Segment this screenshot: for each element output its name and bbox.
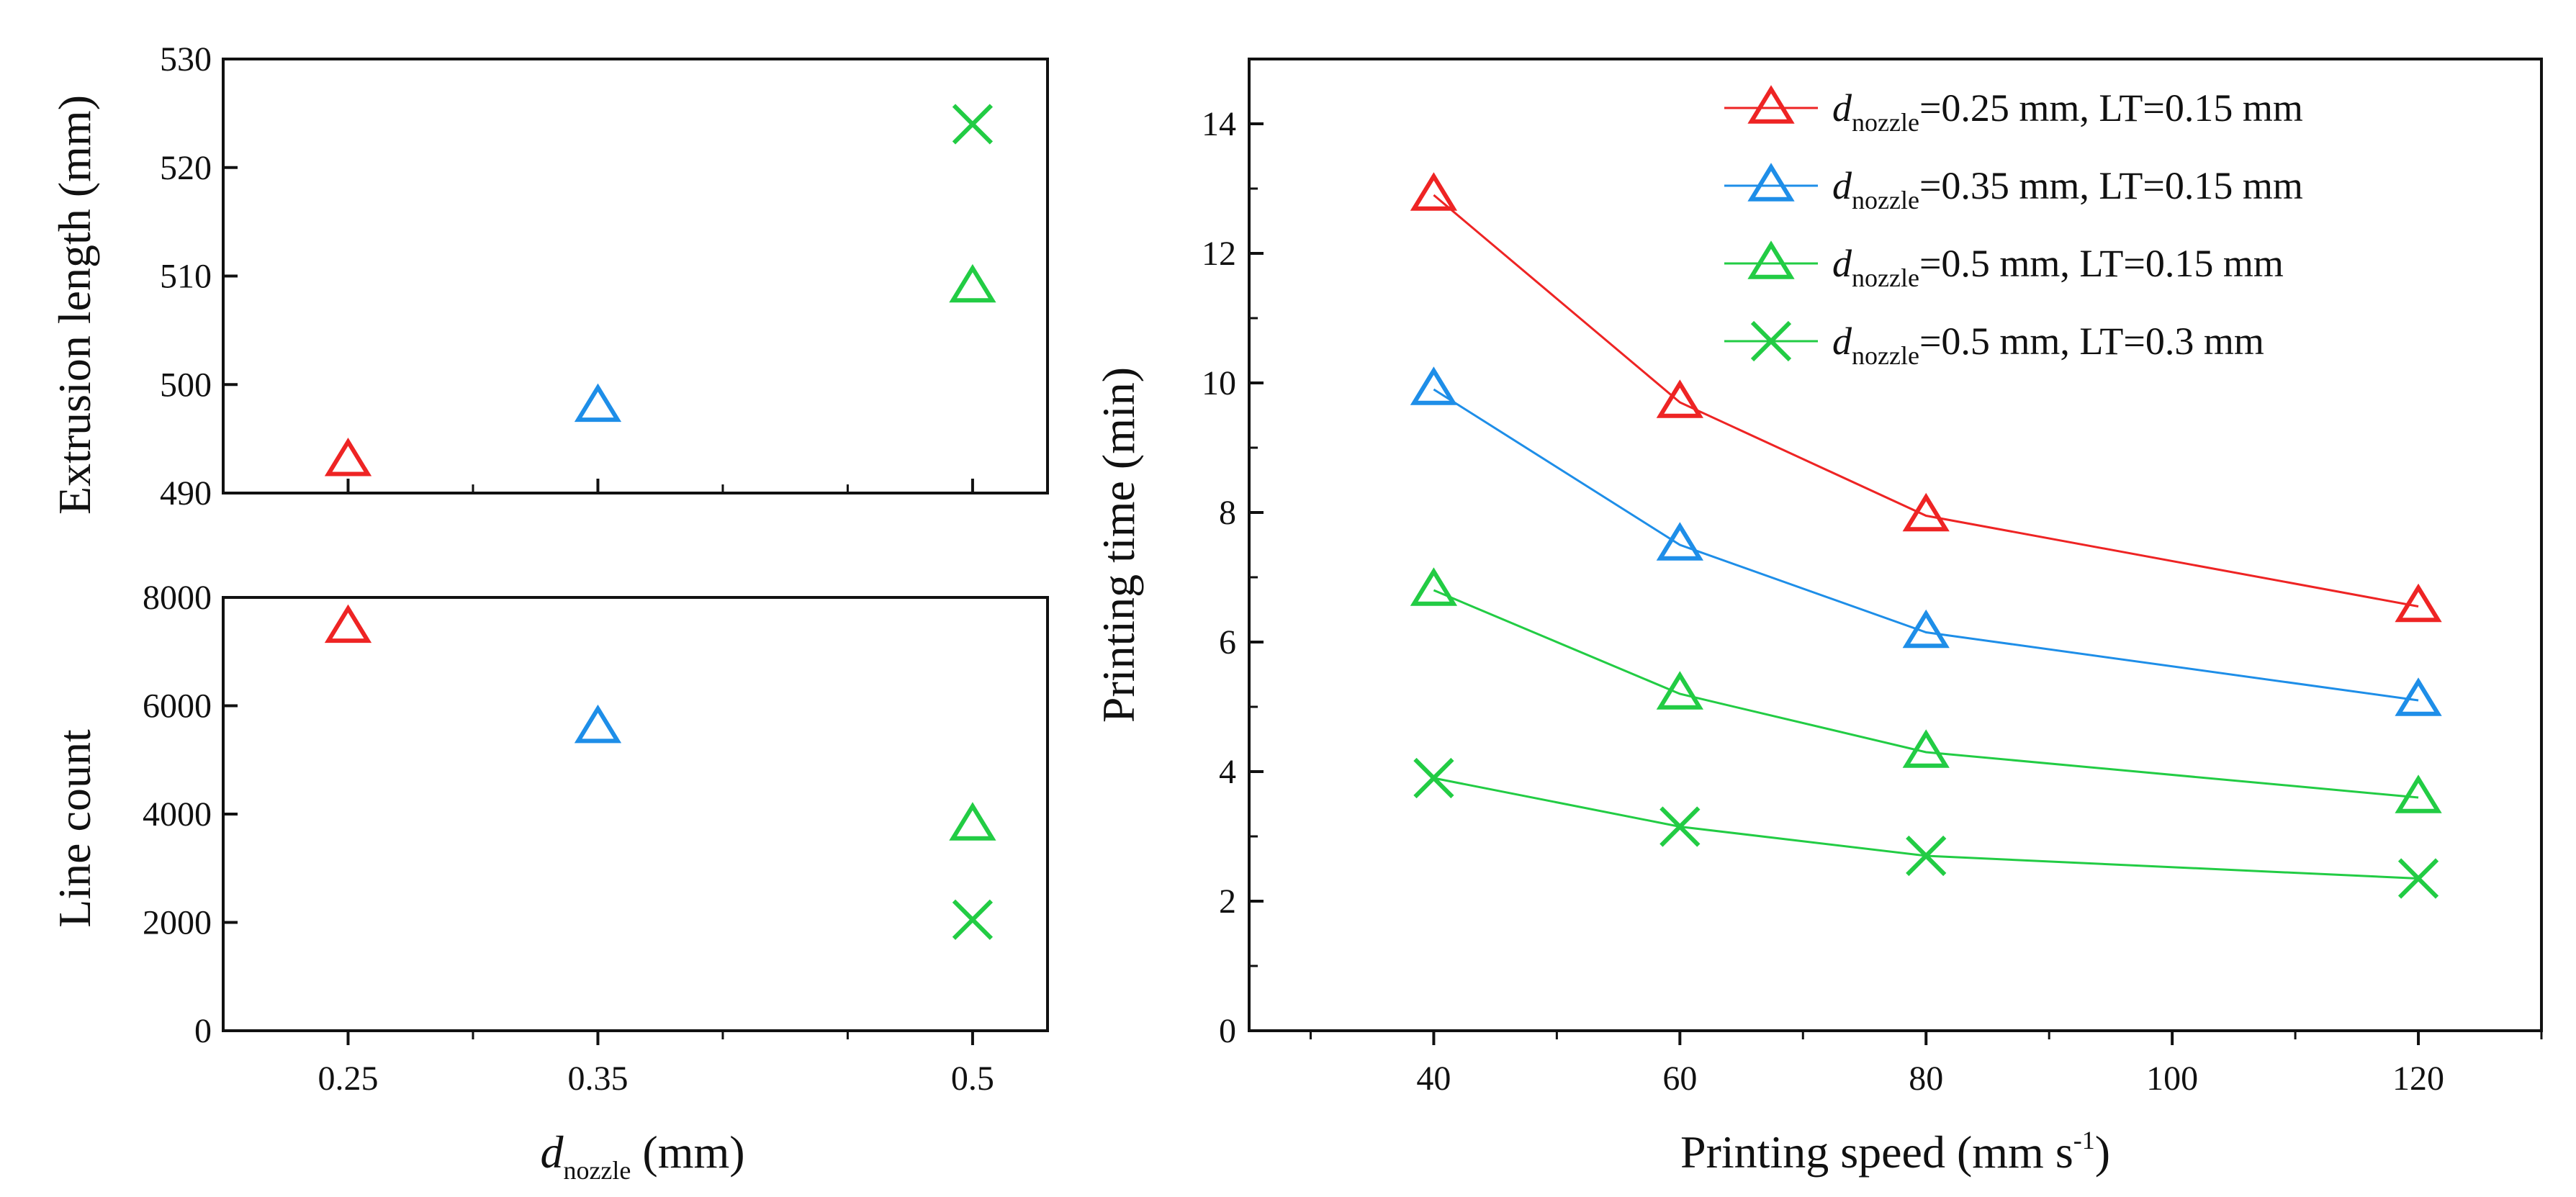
xlabel-superscript: -1 <box>2073 1126 2095 1155</box>
legend-text: =0.25 mm, LT=0.15 mm <box>1919 86 2303 130</box>
xlabel-text: Printing speed (mm s <box>1680 1126 2073 1178</box>
legend-subscript: nozzle <box>1852 108 1919 137</box>
extrusion-point <box>574 383 622 423</box>
series-2-point <box>2395 774 2442 813</box>
legend-marker-1 <box>1747 163 1795 202</box>
xlabel-subscript: nozzle <box>563 1156 631 1185</box>
extrusion-point <box>949 263 996 303</box>
series-line-3 <box>1433 777 2419 880</box>
series-0-point <box>1656 379 1703 418</box>
linecount-ytick-label: 0 <box>194 1012 212 1050</box>
series-1-point <box>1410 366 1458 405</box>
legend-label-2: dnozzle=0.5 mm, LT=0.15 mm <box>1832 242 2284 292</box>
xlabel-unit: (mm) <box>631 1126 744 1178</box>
printtime-plot-frame <box>1248 58 2543 1032</box>
legend-text: =0.5 mm, LT=0.3 mm <box>1919 320 2264 363</box>
linecount-ytick-label: 2000 <box>143 904 212 942</box>
legend-symbol: d <box>1832 86 1852 130</box>
legend-marker-2 <box>1747 240 1795 279</box>
linecount-plot-frame <box>222 596 1049 1032</box>
printtime-xtick-label: 60 <box>1662 1060 1697 1098</box>
linecount-point <box>324 604 372 643</box>
legend-label-0: dnozzle=0.25 mm, LT=0.15 mm <box>1832 86 2303 137</box>
series-line-0 <box>1433 194 2419 607</box>
series-0-point <box>1410 172 1458 211</box>
extrusion-point <box>324 438 372 476</box>
extrusion-ylabel: Extrusion length (mm) <box>49 95 100 515</box>
linecount-ytick-label: 6000 <box>143 687 212 726</box>
legend-marker-3 <box>1750 320 1792 362</box>
printtime-ytick-label: 0 <box>1219 1012 1236 1050</box>
extrusion-point <box>952 104 994 145</box>
printtime-xlabel: Printing speed (mm s-1) <box>1680 1126 2110 1178</box>
legend-text: =0.5 mm, LT=0.15 mm <box>1919 242 2284 285</box>
legend-label-3: dnozzle=0.5 mm, LT=0.3 mm <box>1832 320 2264 370</box>
series-1-point <box>2395 677 2442 716</box>
linecount-point <box>952 899 994 940</box>
linecount-ylabel: Line count <box>49 729 100 928</box>
linecount-xtick-label: 0.25 <box>318 1060 378 1098</box>
series-line-1 <box>1433 388 2419 702</box>
linecount-xtick-label: 0.35 <box>567 1060 628 1098</box>
legend-text: =0.35 mm, LT=0.15 mm <box>1919 164 2303 207</box>
extrusion-ytick-label: 500 <box>160 366 212 404</box>
extrusion-ytick-label: 510 <box>160 258 212 296</box>
legend-symbol: d <box>1832 320 1852 363</box>
series-2-point <box>1902 729 1950 768</box>
extrusion-ytick-label: 530 <box>160 40 212 78</box>
legend-symbol: d <box>1832 164 1852 207</box>
printtime-ytick-label: 10 <box>1202 364 1236 402</box>
series-3-point <box>1659 806 1701 847</box>
extrusion-plot-frame <box>222 58 1049 494</box>
xlabel-close: ) <box>2095 1126 2110 1178</box>
series-line-2 <box>1433 589 2419 799</box>
printtime-ytick-label: 4 <box>1219 753 1236 791</box>
printtime-xtick-label: 100 <box>2146 1060 2198 1098</box>
legend-label-1: dnozzle=0.35 mm, LT=0.15 mm <box>1832 164 2303 214</box>
series-0-point <box>1902 492 1950 532</box>
printtime-ylabel: Printing time (min) <box>1093 367 1144 723</box>
linecount-ytick-label: 4000 <box>143 795 212 834</box>
legend-subscript: nozzle <box>1852 341 1919 370</box>
series-1-point <box>1902 609 1950 649</box>
legend-marker-0 <box>1747 85 1795 124</box>
series-3-point <box>1413 757 1454 799</box>
linecount-point <box>949 802 996 841</box>
linecount-point <box>574 704 622 744</box>
printtime-ytick-label: 2 <box>1219 882 1236 921</box>
legend-subscript: nozzle <box>1852 186 1919 214</box>
series-1-point <box>1656 522 1703 561</box>
printtime-ytick-label: 14 <box>1202 105 1236 143</box>
series-3-point <box>1906 835 1947 877</box>
legend-symbol: d <box>1832 242 1852 285</box>
printtime-xtick-label: 80 <box>1909 1060 1943 1098</box>
printtime-xtick-label: 120 <box>2392 1060 2444 1098</box>
legend-subscript: nozzle <box>1852 263 1919 292</box>
series-0-point <box>2395 583 2442 623</box>
linecount-xtick-label: 0.5 <box>951 1060 994 1098</box>
linecount-ytick-label: 8000 <box>143 579 212 617</box>
xlabel-symbol: d <box>540 1126 564 1178</box>
extrusion-ytick-label: 520 <box>160 149 212 187</box>
printtime-xtick-label: 40 <box>1416 1060 1451 1098</box>
series-2-point <box>1656 671 1703 710</box>
extrusion-ytick-label: 490 <box>160 474 212 512</box>
linecount-xlabel: dnozzle (mm) <box>540 1126 744 1185</box>
printtime-ytick-label: 6 <box>1219 623 1236 661</box>
printtime-ytick-label: 8 <box>1219 494 1236 532</box>
series-3-point <box>2397 858 2439 899</box>
printtime-ytick-label: 12 <box>1202 235 1236 273</box>
series-2-point <box>1410 567 1458 606</box>
